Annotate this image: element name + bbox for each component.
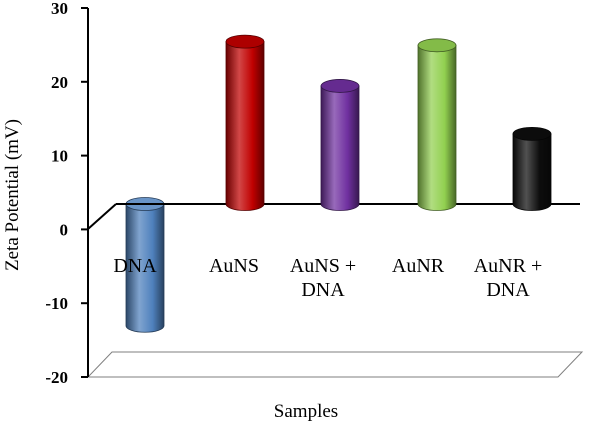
- category-label: DNA: [486, 279, 530, 301]
- bar-4: [512, 126, 552, 211]
- y-tick-label: 10: [51, 147, 68, 166]
- bar-body: [320, 85, 360, 211]
- y-axis-ticks: 30 20 10 0 -10 -20: [45, 0, 88, 387]
- bar-cap: [320, 79, 360, 93]
- bar-body: [225, 41, 265, 211]
- chart-floor: [86, 351, 584, 378]
- category-label: DNA: [113, 255, 157, 277]
- category-label: AuNR: [392, 255, 445, 277]
- bar-body: [125, 203, 165, 333]
- category-label: AuNR +: [474, 255, 543, 277]
- y-tick-label: 0: [60, 220, 69, 239]
- x-axis-label: Samples: [274, 401, 338, 422]
- category-label: AuNS: [209, 255, 259, 277]
- bar-3: [417, 38, 457, 211]
- bars-above-baseline: [225, 34, 552, 211]
- y-tick-label: 30: [51, 0, 68, 18]
- y-axis-label: Zeta Potential (mV): [2, 119, 23, 271]
- bar-cap: [417, 38, 457, 53]
- bar-body: [512, 133, 552, 211]
- bar-1: [225, 34, 265, 211]
- category-label: DNA: [301, 279, 345, 301]
- zero-baseline: [87, 203, 117, 230]
- y-tick-label: 20: [51, 73, 68, 92]
- bar-2: [320, 79, 360, 211]
- y-tick-label: -20: [45, 368, 68, 387]
- bar-cap: [225, 34, 265, 49]
- bar-cap: [512, 126, 552, 141]
- bar-body: [417, 44, 457, 211]
- y-tick-label: -10: [45, 294, 68, 313]
- category-label: AuNS +: [290, 255, 356, 277]
